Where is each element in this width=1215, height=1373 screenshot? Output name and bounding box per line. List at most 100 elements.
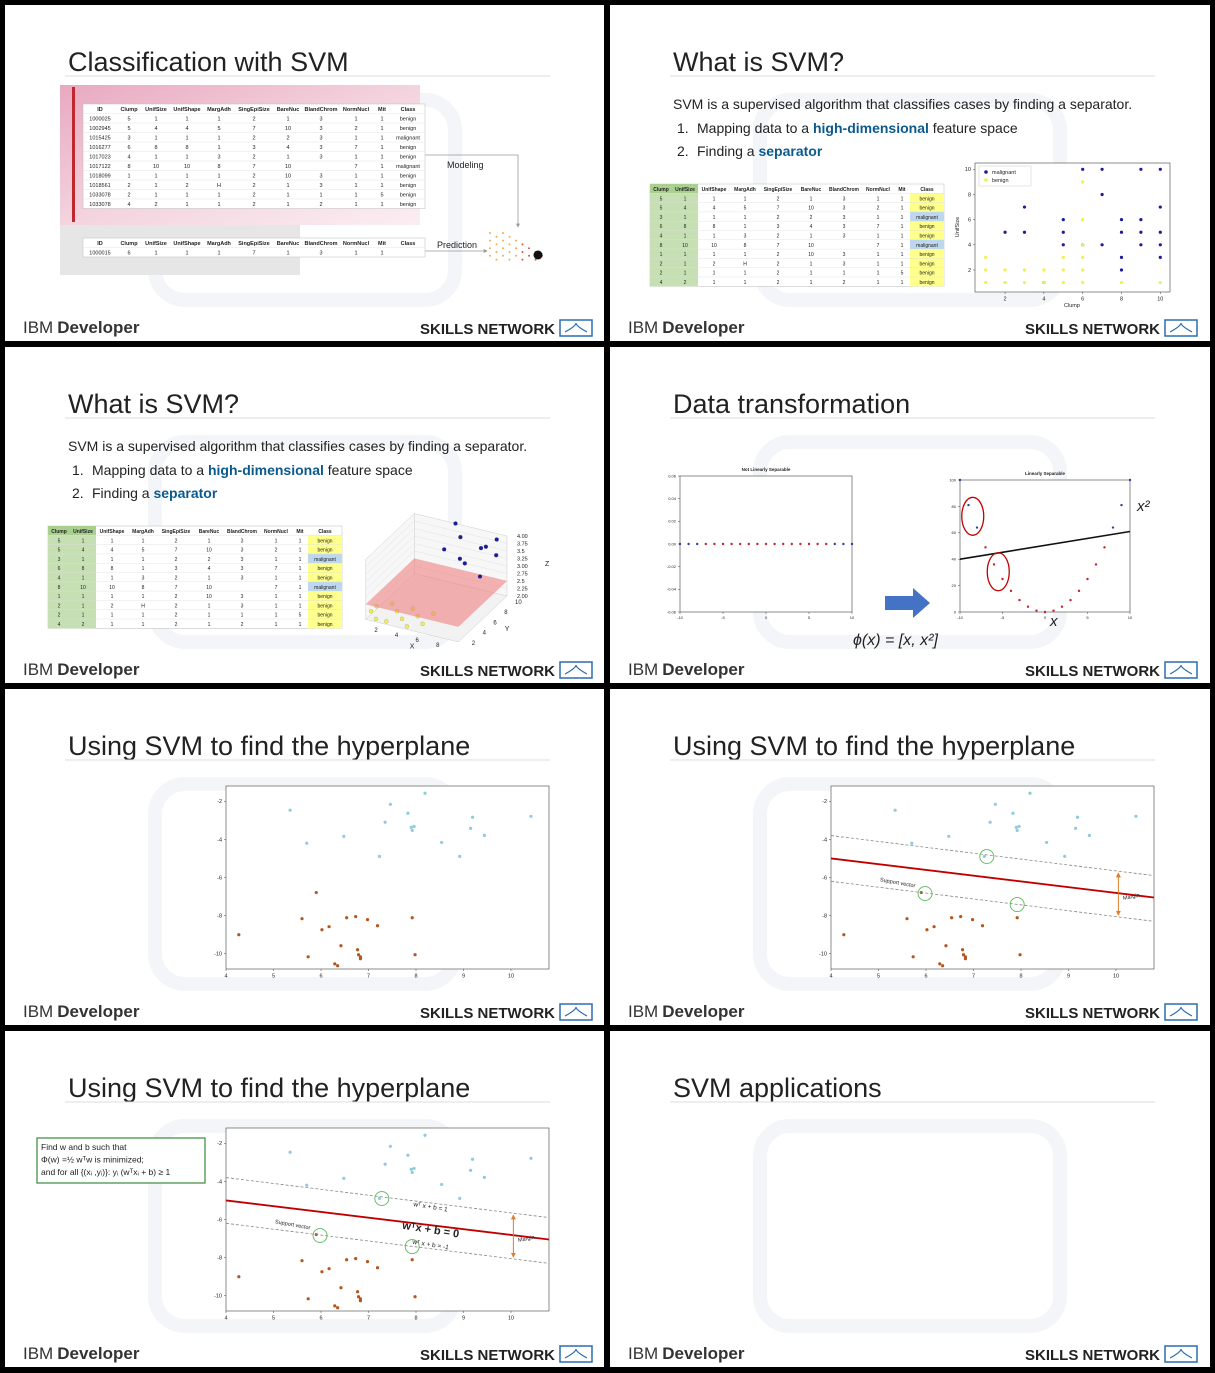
table-cell: 6 (127, 145, 130, 151)
table-cell: 10 (711, 243, 717, 249)
y-tick-label: 0.02 (668, 519, 677, 524)
column-header: NormNucl (343, 241, 370, 247)
class-cell (910, 193, 944, 203)
table-cell: 8 (660, 243, 663, 249)
x-tick-label: 4 (224, 1316, 227, 1322)
x-tick-label: 7 (367, 1316, 370, 1322)
point (423, 1133, 427, 1137)
point (1100, 192, 1104, 197)
table-cell: 1 (82, 613, 85, 619)
point (342, 834, 346, 838)
table-cell: 8 (82, 566, 85, 572)
table-cell: 1 (810, 196, 813, 202)
slide: What is SVM? IBM Developer SKILLS NETWORK SV… (610, 5, 1210, 341)
icon-dot (495, 258, 498, 261)
icon-dot (489, 247, 491, 250)
point (1139, 218, 1143, 222)
point (494, 553, 499, 558)
brand-product: Developer (57, 318, 140, 337)
point (320, 1270, 324, 1274)
point (1158, 230, 1162, 234)
point (1018, 953, 1022, 957)
table-cell: 3 (142, 575, 145, 581)
table-cell: 2 (354, 126, 357, 132)
point (1128, 478, 1132, 482)
support-vector-ring (404, 1239, 420, 1255)
footer-brand: IBM Developer (23, 318, 140, 337)
grid-line (365, 535, 508, 583)
table-cell: 5 (58, 548, 61, 554)
slide-title: Using SVM to find the hyperplane (673, 731, 1075, 761)
table-cell: 1033078 (89, 202, 110, 208)
table-cell: 3 (843, 224, 846, 230)
brand-product: Developer (57, 1002, 140, 1021)
table-cell: 2 (58, 613, 61, 619)
y-tick-label: 100 (949, 477, 956, 482)
table-cell: 1 (185, 174, 188, 180)
column-header: Class (920, 187, 934, 193)
key-header (48, 526, 96, 536)
table-cell: 1016277 (89, 145, 110, 151)
table-cell: 2 (286, 136, 289, 142)
brand-company: IBM (628, 1002, 658, 1021)
point (1086, 577, 1089, 581)
point (333, 962, 337, 966)
brand-company: IBM (23, 1344, 53, 1363)
table-cell: 1 (142, 613, 145, 619)
point (406, 1153, 410, 1157)
slide-title: SVM applications (673, 1073, 882, 1103)
point (1134, 814, 1138, 818)
photo-bar (72, 87, 75, 222)
point (1069, 598, 1072, 602)
z-tick-label: 2.5 (517, 579, 525, 585)
table-cell: 1 (185, 251, 188, 257)
x-axis-label: Clump (1064, 303, 1080, 309)
x-tick-label: 5 (1086, 615, 1089, 620)
equation-line: Find w and b such that (41, 1142, 127, 1152)
equation-box (36, 1137, 206, 1184)
column-header: MargAdh (734, 187, 756, 193)
point (482, 833, 486, 837)
table-cell: 1 (713, 196, 716, 202)
point (420, 621, 425, 626)
point (440, 840, 444, 845)
table-cell: 6 (58, 566, 61, 572)
connector (425, 154, 520, 228)
table-cell: 2 (843, 280, 846, 286)
step-text: Finding a (92, 485, 153, 501)
network-logo-book (564, 1348, 588, 1359)
point (377, 854, 382, 858)
x-tick-label: 8 (414, 1316, 417, 1322)
table-cell: 8 (142, 585, 145, 591)
table-cell: 1 (208, 613, 211, 619)
point (1063, 854, 1067, 858)
table-cell: 1 (810, 233, 813, 239)
grid-line (365, 520, 508, 568)
x-tick-label: 4 (395, 633, 399, 639)
point (375, 924, 380, 928)
column-header: BlandChrom (227, 529, 258, 535)
legend-label: benign (992, 178, 1009, 184)
column-header: BareNuc (801, 187, 822, 193)
table-cell: 1 (142, 594, 145, 600)
x-tick-label: 4 (829, 974, 832, 980)
table-cell: 1 (901, 243, 904, 249)
point (1103, 546, 1106, 549)
table-cell: 2 (777, 271, 780, 277)
table-cell: 1 (154, 193, 157, 199)
table-cell: benign (400, 183, 417, 189)
table-cell: malignant (916, 243, 938, 249)
slide: SVM applications IBM Developer SKILLS NETWO… (610, 1031, 1210, 1367)
y-tick-label: -0.04 (667, 587, 677, 592)
table-cell: 10 (184, 164, 190, 170)
table-cell: 1 (275, 538, 278, 544)
y-tick-label: -8 (822, 914, 827, 920)
table-cell: benign (400, 145, 417, 151)
point (1045, 840, 1049, 845)
table-cell: malignant (314, 585, 336, 591)
table-cell: 3 (217, 155, 220, 161)
column-header: BareNuc (199, 529, 220, 535)
point (369, 609, 374, 614)
point (932, 925, 936, 929)
table-cell: 1 (901, 261, 904, 267)
